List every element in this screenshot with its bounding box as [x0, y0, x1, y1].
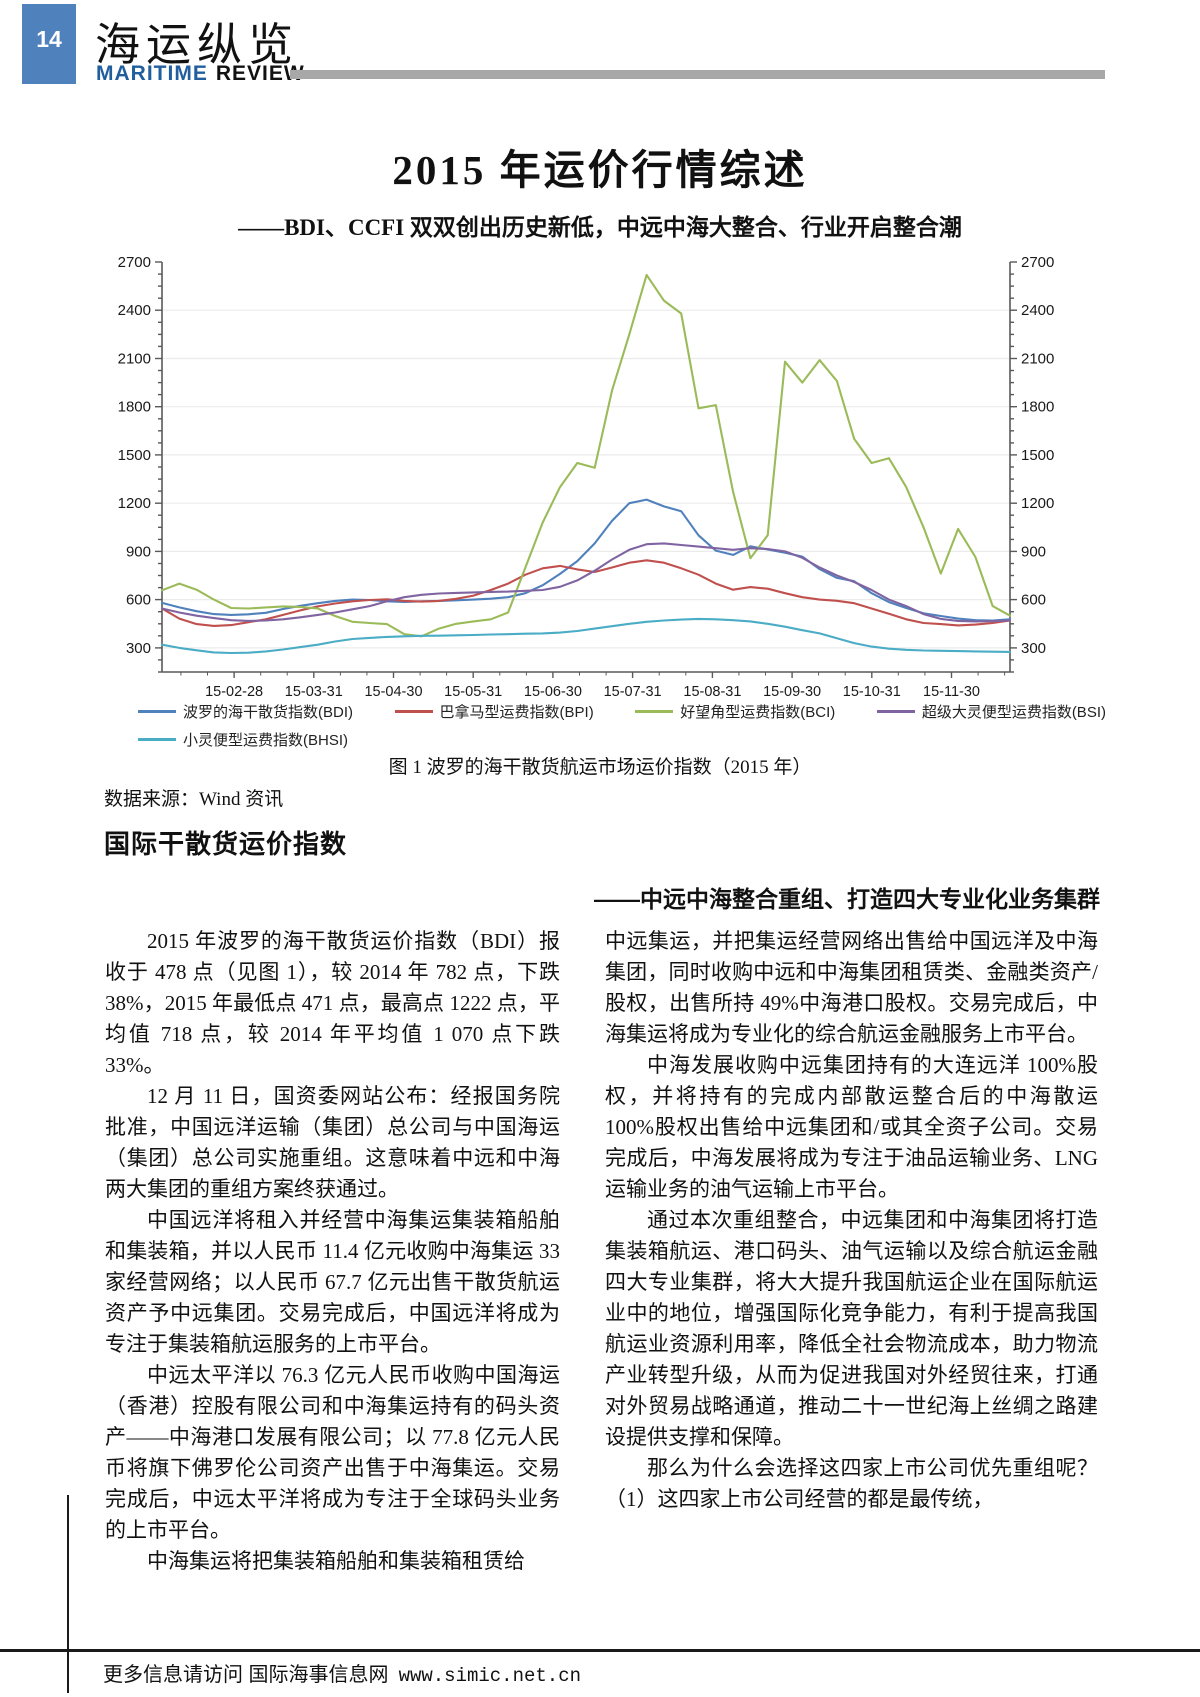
page-number-box: 14 [22, 4, 76, 84]
legend-line-icon [876, 710, 915, 713]
legend-item-bhsi: 小灵便型运费指数(BHSI) [138, 729, 348, 750]
body-column-right: 中远集运，并把集运经营网络出售给中国远洋及中海集团，同时收购中远和中海集团租赁类… [605, 926, 1098, 1515]
svg-text:2100: 2100 [118, 350, 151, 367]
svg-text:1800: 1800 [1021, 399, 1054, 416]
legend-item-bdi: 波罗的海干散货指数(BDI) [138, 701, 353, 722]
masthead-english-review: REVIEW [215, 62, 305, 85]
svg-text:900: 900 [126, 543, 151, 560]
body-paragraph: 那么为什么会选择这四家上市公司优先重组呢？（1）这四家上市公司经营的都是最传统， [605, 1456, 1098, 1511]
legend-item-bpi: 巴拿马型运费指数(BPI) [394, 701, 594, 722]
svg-text:15-04-30: 15-04-30 [364, 684, 422, 698]
footer-vertical-rule [67, 1495, 69, 1693]
body-paragraph: 中海集运将把集装箱船舶和集装箱租赁给 [147, 1549, 525, 1573]
body-paragraph: 2015 年波罗的海干散货运价指数（BDI）报收于 478 点（见图 1），较 … [105, 929, 560, 1077]
page-number: 14 [36, 26, 62, 52]
section-sub-heading: ——中远中海整合重组、打造四大专业化业务集群 [594, 886, 1100, 912]
body-paragraph: 中远太平洋以 76.3 亿元人民币收购中国海运（香港）控股有限公司和中海集运持有… [105, 1363, 560, 1542]
legend-line-icon [138, 738, 176, 741]
svg-text:1500: 1500 [1021, 447, 1054, 464]
svg-text:1800: 1800 [118, 399, 151, 416]
legend-line-icon [394, 710, 433, 713]
body-paragraph: 中远集运，并把集运经营网络出售给中国远洋及中海集团，同时收购中远和中海集团租赁类… [605, 929, 1098, 1046]
svg-text:15-02-28: 15-02-28 [205, 684, 263, 698]
body-paragraph: 12 月 11 日，国资委网站公布：经报国务院批准，中国远洋运输（集团）总公司与… [105, 1084, 560, 1201]
svg-text:1500: 1500 [118, 447, 151, 464]
legend-label: 巴拿马型运费指数(BPI) [439, 704, 594, 721]
article-title: 2015 年运价行情综述 [392, 147, 808, 193]
legend-label: 波罗的海干散货指数(BDI) [183, 704, 353, 721]
freight-index-chart: 300 300 600 600 900 900 1200 1200 1500 1500 1800 18… [118, 254, 1055, 700]
chart-area: 300 300 600 600 900 900 1200 1200 1500 1500 1800 18… [105, 253, 1065, 700]
legend-line-icon [138, 710, 176, 713]
legend-line-icon [635, 710, 674, 713]
legend-row-1: 波罗的海干散货指数(BDI) 巴拿马型运费指数(BPI) 好望角型运费指数(BCI)… [138, 701, 1106, 722]
svg-text:15-09-30: 15-09-30 [763, 684, 821, 698]
article-subtitle: ——BDI、CCFI 双双创出历史新低，中远中海大整合、行业开启整合潮 [238, 215, 962, 240]
figure-caption: 图 1 波罗的海干散货航运市场运价指数（2015 年） [388, 757, 812, 778]
svg-text:15-10-31: 15-10-31 [843, 684, 901, 698]
header-divider-bar [290, 70, 1105, 79]
body-paragraph: 通过本次重组整合，中远集团和中海集团将打造集装箱航运、港口码头、油气运输以及综合… [605, 1208, 1098, 1449]
body-column-left: 2015 年波罗的海干散货运价指数（BDI）报收于 478 点（见图 1），较 … [105, 926, 560, 1577]
legend-item-bsi: 超级大灵便型运费指数(BSI) [876, 701, 1106, 722]
svg-text:300: 300 [1021, 640, 1046, 657]
masthead-english-maritime: MARITIME [96, 62, 208, 85]
legend-item-bci: 好望角型运费指数(BCI) [635, 701, 835, 722]
svg-text:15-07-31: 15-07-31 [604, 684, 662, 698]
svg-text:15-11-30: 15-11-30 [923, 684, 980, 698]
svg-text:1200: 1200 [1021, 495, 1054, 512]
legend-label: 超级大灵便型运费指数(BSI) [921, 704, 1106, 721]
legend-row-2: 小灵便型运费指数(BHSI) [138, 729, 1106, 750]
svg-text:15-05-31: 15-05-31 [444, 684, 502, 698]
masthead-chinese: 海运纵览 [95, 20, 300, 70]
svg-text:1200: 1200 [118, 495, 151, 512]
footer-horizontal-rule [0, 1649, 1200, 1652]
svg-text:2400: 2400 [118, 302, 151, 319]
body-paragraph: 中海发展收购中远集团持有的大连远洋 100%股权，并将持有的完成内部散运整合后的… [605, 1053, 1098, 1201]
svg-text:300: 300 [126, 640, 151, 657]
data-source-note: 数据来源：Wind 资讯 [104, 789, 284, 810]
footer-url: www.simic.net.cn [398, 1665, 581, 1687]
footer-text: 更多信息请访问 国际海事信息网 www.simic.net.cn [103, 1658, 581, 1687]
svg-text:600: 600 [1021, 592, 1046, 609]
svg-text:15-06-30: 15-06-30 [524, 684, 582, 698]
svg-text:2400: 2400 [1021, 302, 1054, 319]
svg-text:900: 900 [1021, 543, 1046, 560]
svg-text:2100: 2100 [1021, 350, 1054, 367]
masthead-english: MARITIME REVIEW [96, 62, 305, 86]
footer-site-name: 更多信息请访问 国际海事信息网 [103, 1664, 389, 1686]
svg-text:600: 600 [126, 592, 151, 609]
svg-text:2700: 2700 [1021, 254, 1054, 271]
chart-legend: 波罗的海干散货指数(BDI) 巴拿马型运费指数(BPI) 好望角型运费指数(BCI)… [138, 701, 1106, 757]
svg-text:2700: 2700 [118, 254, 151, 271]
body-paragraph: 中国远洋将租入并经营中海集运集装箱船舶和集装箱，并以人民币 11.4 亿元收购中… [105, 1208, 560, 1356]
svg-text:15-03-31: 15-03-31 [285, 684, 343, 698]
legend-label: 小灵便型运费指数(BHSI) [183, 732, 349, 749]
legend-label: 好望角型运费指数(BCI) [680, 704, 836, 721]
svg-text:15-08-31: 15-08-31 [683, 684, 741, 698]
section-heading: 国际干散货运价指数 [104, 829, 348, 859]
